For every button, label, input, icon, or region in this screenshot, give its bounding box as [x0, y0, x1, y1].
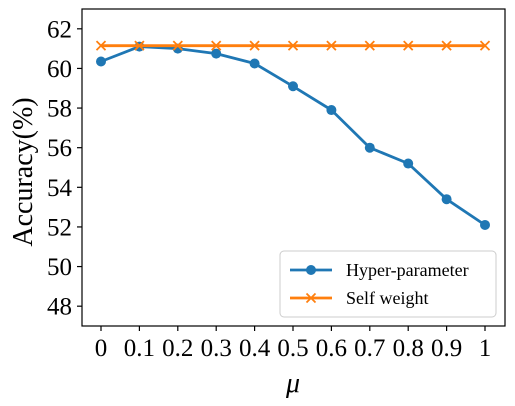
marker-stroke	[441, 40, 452, 51]
marker-stroke	[211, 40, 222, 51]
data-point	[95, 40, 107, 51]
marker-stroke	[287, 40, 299, 51]
series-hyper-parameter	[96, 41, 490, 230]
y-axis: 48 50 52 54 56 58 60 62	[47, 16, 82, 321]
x-tick-label: 1	[479, 335, 492, 362]
legend-box	[279, 250, 497, 318]
marker-stroke	[364, 40, 375, 51]
x-tick-label: 0.8	[393, 335, 424, 362]
data-point	[326, 105, 337, 116]
x-tick-label: 0.6	[316, 335, 347, 362]
data-point	[134, 40, 145, 51]
marker-stroke	[403, 40, 414, 51]
legend-label: Self weight	[346, 288, 429, 308]
legend-label: Hyper-parameter	[346, 260, 469, 280]
data-point	[211, 48, 222, 59]
marker-stroke	[479, 40, 491, 51]
x-tick-label: 0.5	[277, 335, 308, 362]
x-axis: 0 0.1 0.2 0.3 0.4 0.5 0.6 0.7 0.8 0.9 1	[95, 326, 492, 362]
data-point	[403, 158, 414, 169]
data-point	[441, 40, 452, 51]
marker-stroke	[326, 40, 337, 51]
x-tick-label: 0.2	[162, 335, 193, 362]
y-tick-label: 58	[47, 96, 72, 123]
y-tick-label: 48	[47, 294, 72, 321]
x-tick-label: 0.1	[124, 335, 155, 362]
marker-stroke	[249, 40, 260, 51]
legend-entry: Self weight	[290, 288, 429, 308]
data-point	[480, 219, 490, 230]
data-point	[441, 194, 452, 205]
data-point	[364, 40, 375, 51]
data-point	[249, 40, 260, 51]
series-self-weight	[95, 40, 491, 51]
y-tick-label: 50	[47, 254, 72, 281]
x-tick-label: 0	[95, 335, 108, 362]
marker-stroke	[95, 40, 107, 51]
y-tick-label: 62	[47, 16, 72, 43]
x-tick-label: 0.4	[239, 335, 271, 362]
data-point	[287, 40, 299, 51]
data-point	[96, 56, 106, 67]
legend-marker	[305, 292, 317, 304]
marker-stroke	[134, 40, 145, 51]
x-tick-label: 0.9	[431, 335, 462, 362]
y-axis-title: Accuracy(%)	[8, 97, 39, 246]
data-point	[479, 40, 491, 51]
y-tick-label: 52	[47, 214, 72, 241]
x-axis-title: μ	[285, 368, 300, 399]
y-tick-label: 56	[47, 135, 72, 162]
data-point	[211, 40, 222, 51]
data-point	[288, 81, 298, 92]
data-point	[326, 40, 337, 51]
data-point	[364, 142, 375, 153]
series-line	[100, 45, 486, 227]
series-layer	[95, 40, 491, 230]
y-tick-label: 60	[47, 56, 72, 83]
y-tick-label: 54	[47, 175, 73, 202]
marker-stroke	[172, 40, 183, 51]
legend-entry: Hyper-parameter	[290, 260, 469, 280]
x-tick-label: 0.3	[201, 335, 232, 362]
legend: Hyper-parameter Self weight	[279, 250, 497, 318]
legend-marker	[306, 265, 316, 275]
data-point	[249, 58, 260, 69]
x-tick-label: 0.7	[354, 335, 385, 362]
data-point	[172, 40, 183, 51]
data-point	[403, 40, 414, 51]
